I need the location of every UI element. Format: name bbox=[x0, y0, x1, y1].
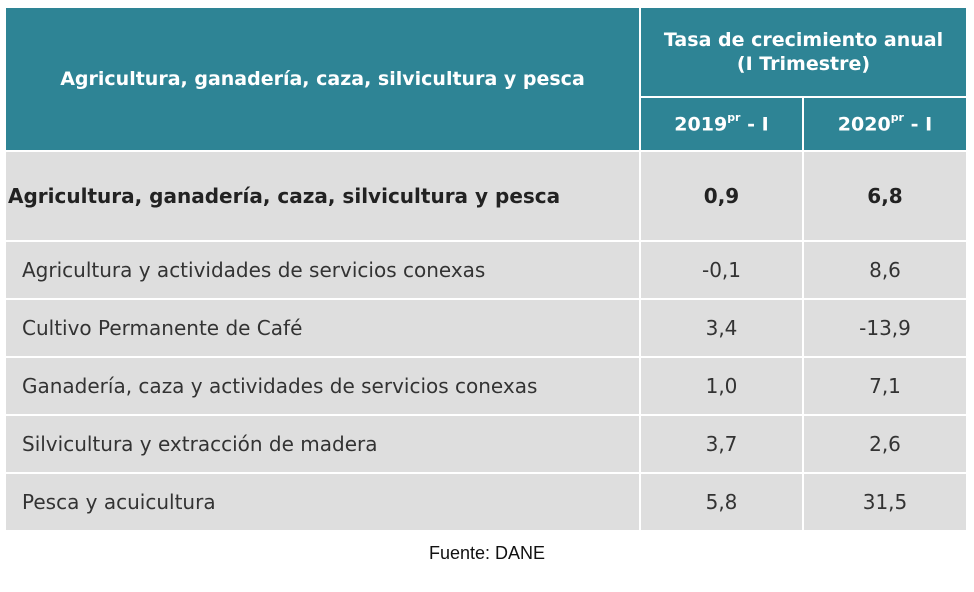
growth-rate-header: Tasa de crecimiento anual (I Trimestre) bbox=[640, 8, 966, 98]
row-value-2019: 3,7 bbox=[640, 414, 804, 473]
sector-column-header: Agricultura, ganadería, caza, silvicultu… bbox=[6, 8, 641, 151]
year-2020-header: 2020pr - I bbox=[803, 97, 966, 151]
row-value-2020: -13,9 bbox=[803, 298, 966, 357]
sector-header-label: Agricultura, ganadería, caza, silvicultu… bbox=[60, 68, 585, 90]
table-row: Pesca y acuicultura 5,8 31,5 bbox=[6, 472, 966, 530]
row-value-2019: 0,9 bbox=[640, 150, 804, 241]
table-row-total: Agricultura, ganadería, caza, silvicultu… bbox=[6, 150, 966, 241]
row-name: Pesca y acuicultura bbox=[6, 472, 641, 530]
table-row: Ganadería, caza y actividades de servici… bbox=[6, 356, 966, 415]
row-name: Silvicultura y extracción de madera bbox=[6, 414, 641, 473]
growth-rate-period: (I Trimestre) bbox=[736, 53, 871, 75]
year-2020-label: 2020 bbox=[837, 113, 891, 136]
source-note: Fuente: DANE bbox=[428, 543, 546, 563]
year-2019-label: 2019 bbox=[674, 113, 728, 136]
row-name: Ganadería, caza y actividades de servici… bbox=[6, 356, 641, 415]
row-value-2019: -0,1 bbox=[640, 240, 804, 299]
row-name: Cultivo Permanente de Café bbox=[6, 298, 641, 357]
row-value-2020: 31,5 bbox=[803, 472, 966, 530]
growth-rate-title: Tasa de crecimiento anual bbox=[663, 29, 944, 51]
year-2019-sup: pr bbox=[727, 110, 741, 124]
row-value-2020: 2,6 bbox=[803, 414, 966, 473]
table-row: Agricultura y actividades de servicios c… bbox=[6, 240, 966, 299]
row-value-2019: 5,8 bbox=[640, 472, 804, 530]
year-2020-suffix: - I bbox=[904, 113, 933, 136]
year-2020-sup: pr bbox=[890, 110, 904, 124]
table-row: Cultivo Permanente de Café 3,4 -13,9 bbox=[6, 298, 966, 357]
row-value-2020: 6,8 bbox=[803, 150, 966, 241]
row-name: Agricultura, ganadería, caza, silvicultu… bbox=[6, 150, 641, 241]
growth-rate-table: Agricultura, ganadería, caza, silvicultu… bbox=[6, 8, 966, 530]
row-name: Agricultura y actividades de servicios c… bbox=[6, 240, 641, 299]
table-row: Silvicultura y extracción de madera 3,7 … bbox=[6, 414, 966, 473]
row-value-2020: 7,1 bbox=[803, 356, 966, 415]
row-value-2020: 8,6 bbox=[803, 240, 966, 299]
year-2019-suffix: - I bbox=[740, 113, 769, 136]
row-value-2019: 1,0 bbox=[640, 356, 804, 415]
row-value-2019: 3,4 bbox=[640, 298, 804, 357]
year-2019-header: 2019pr - I bbox=[640, 97, 804, 151]
